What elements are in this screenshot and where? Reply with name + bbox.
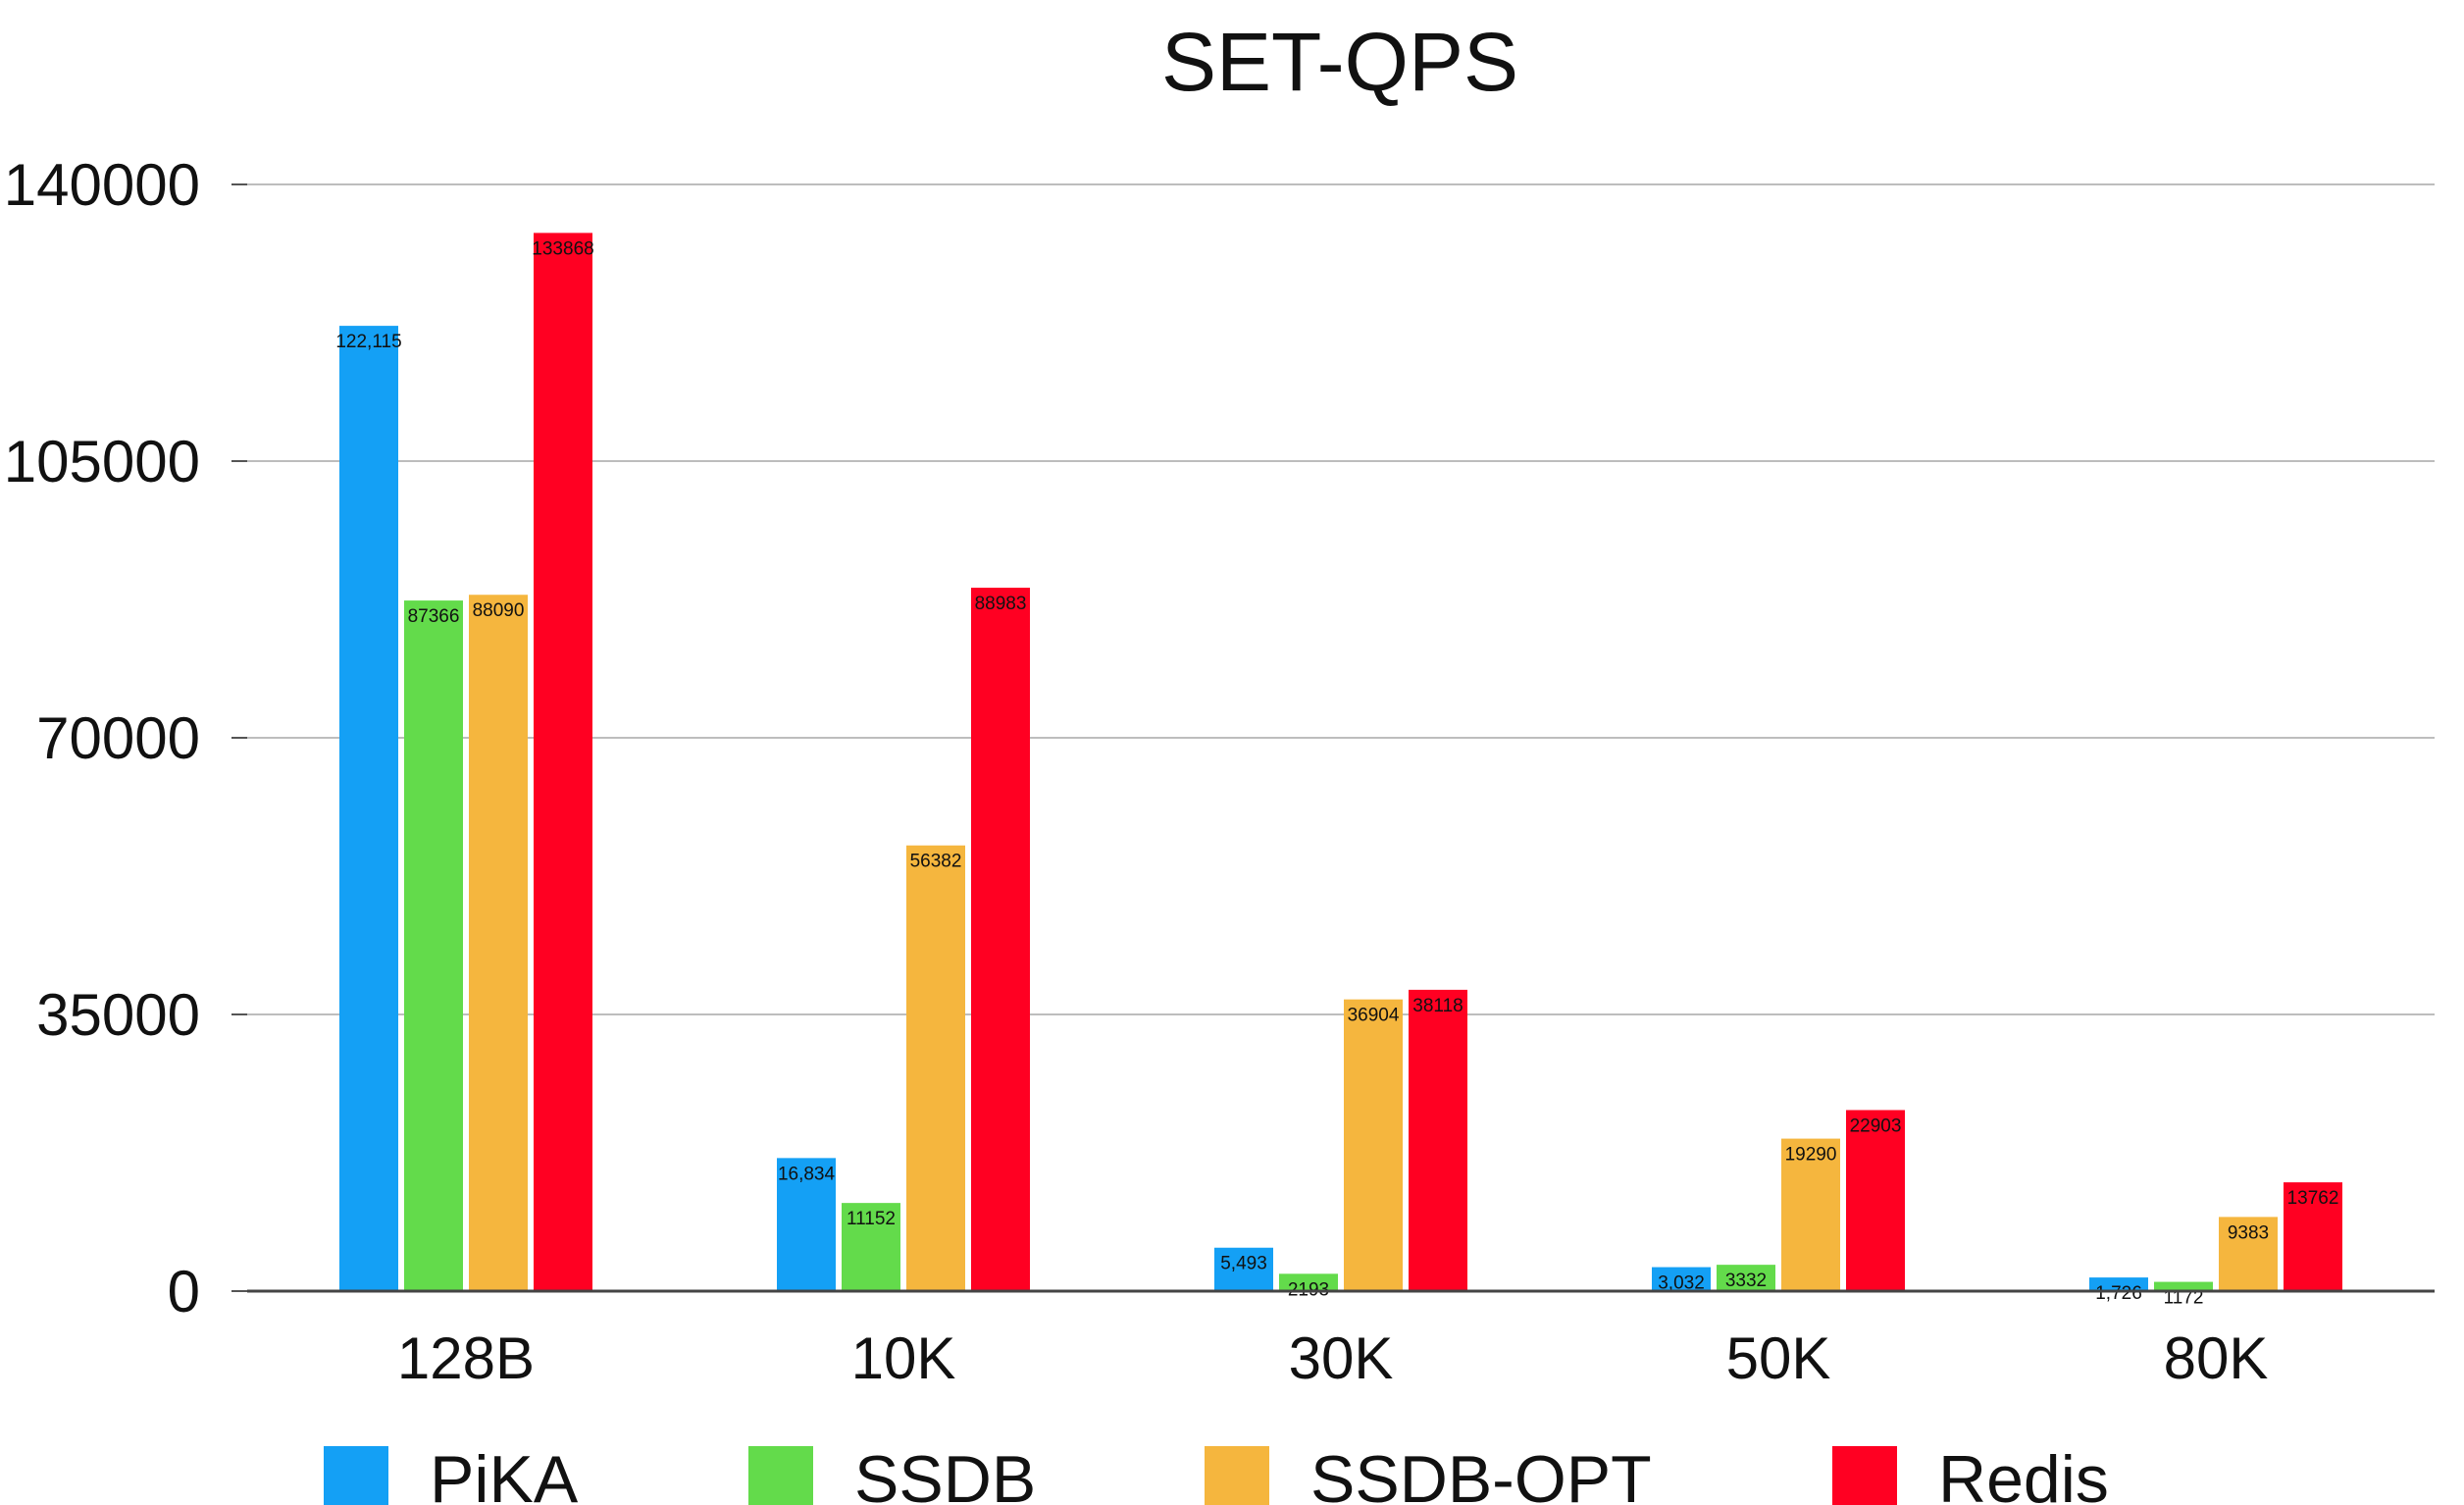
bar	[1781, 1138, 1840, 1291]
bar	[1344, 999, 1403, 1291]
legend-swatch	[1832, 1446, 1897, 1505]
legend-item: SSDB	[748, 1442, 1036, 1505]
x-tick-label: 10K	[851, 1325, 956, 1391]
bar	[2284, 1182, 2342, 1291]
x-tick-label: 50K	[1726, 1325, 1831, 1391]
y-tick-label: 105000	[4, 429, 200, 494]
bar	[906, 845, 965, 1291]
legend-item: Redis	[1832, 1442, 2109, 1505]
bar	[2089, 1277, 2148, 1291]
legend-swatch	[324, 1446, 388, 1505]
bar	[1409, 989, 1467, 1291]
legend-label: Redis	[1938, 1442, 2109, 1505]
bar	[1717, 1265, 1775, 1291]
data-label: 16,834	[778, 1164, 836, 1184]
y-tick-label: 140000	[4, 152, 200, 218]
legend-label: SSDB	[854, 1442, 1036, 1505]
data-label: 3,032	[1658, 1273, 1705, 1294]
x-tick-label: 30K	[1289, 1325, 1394, 1391]
data-label: 1,726	[2095, 1283, 2142, 1304]
data-labels: 122,115 87366 88090 133868 16,834 11152 56382 8…	[335, 238, 2338, 1308]
x-tick-label: 128B	[397, 1325, 535, 1391]
bar	[1846, 1110, 1905, 1291]
legend-item: SSDB-OPT	[1205, 1442, 1652, 1505]
bars	[339, 233, 2342, 1292]
legend: PiKA SSDB SSDB-OPT Redis	[324, 1442, 2109, 1505]
data-label: 1172	[2164, 1288, 2204, 1309]
chart-title: SET-QPS	[1161, 16, 1518, 108]
y-tick-label: 0	[168, 1259, 200, 1324]
y-tick-label: 35000	[36, 982, 200, 1048]
data-label: 36904	[1348, 1006, 1400, 1026]
bar	[339, 326, 398, 1291]
data-label: 11152	[847, 1209, 896, 1229]
data-label: 56382	[910, 852, 962, 872]
data-label: 9383	[2228, 1222, 2269, 1243]
gridlines	[247, 183, 2435, 1015]
bar	[534, 233, 592, 1292]
bar	[1279, 1273, 1338, 1291]
data-label: 133868	[532, 238, 593, 259]
y-axis-ticks: 0 35000 70000 105000 140000	[4, 152, 247, 1324]
y-tick-label: 70000	[36, 705, 200, 771]
bar	[2154, 1281, 2213, 1291]
data-label: 38118	[1412, 996, 1463, 1016]
data-label: 122,115	[335, 332, 401, 352]
legend-label: SSDB-OPT	[1310, 1442, 1652, 1505]
data-label: 5,493	[1220, 1254, 1267, 1274]
bar	[971, 588, 1030, 1291]
bar	[2219, 1217, 2278, 1291]
data-label: 19290	[1785, 1145, 1837, 1166]
legend-label: PiKA	[430, 1442, 579, 1505]
data-label: 3332	[1725, 1271, 1767, 1291]
data-label: 88983	[975, 594, 1027, 614]
x-axis: 128B 10K 30K 50K 80K	[247, 1289, 2435, 1391]
bar	[404, 600, 463, 1291]
x-tick-label: 80K	[2164, 1325, 2269, 1391]
legend-swatch	[748, 1446, 813, 1505]
bar	[1652, 1267, 1711, 1291]
bar	[842, 1203, 900, 1291]
data-label: 87366	[408, 606, 460, 627]
legend-swatch	[1205, 1446, 1269, 1505]
legend-item: PiKA	[324, 1442, 579, 1505]
bar	[1214, 1247, 1273, 1291]
bar	[469, 595, 528, 1291]
bar	[777, 1158, 836, 1291]
data-label: 88090	[473, 600, 525, 621]
data-label: 22903	[1850, 1116, 1902, 1136]
data-label: 13762	[2287, 1188, 2339, 1209]
